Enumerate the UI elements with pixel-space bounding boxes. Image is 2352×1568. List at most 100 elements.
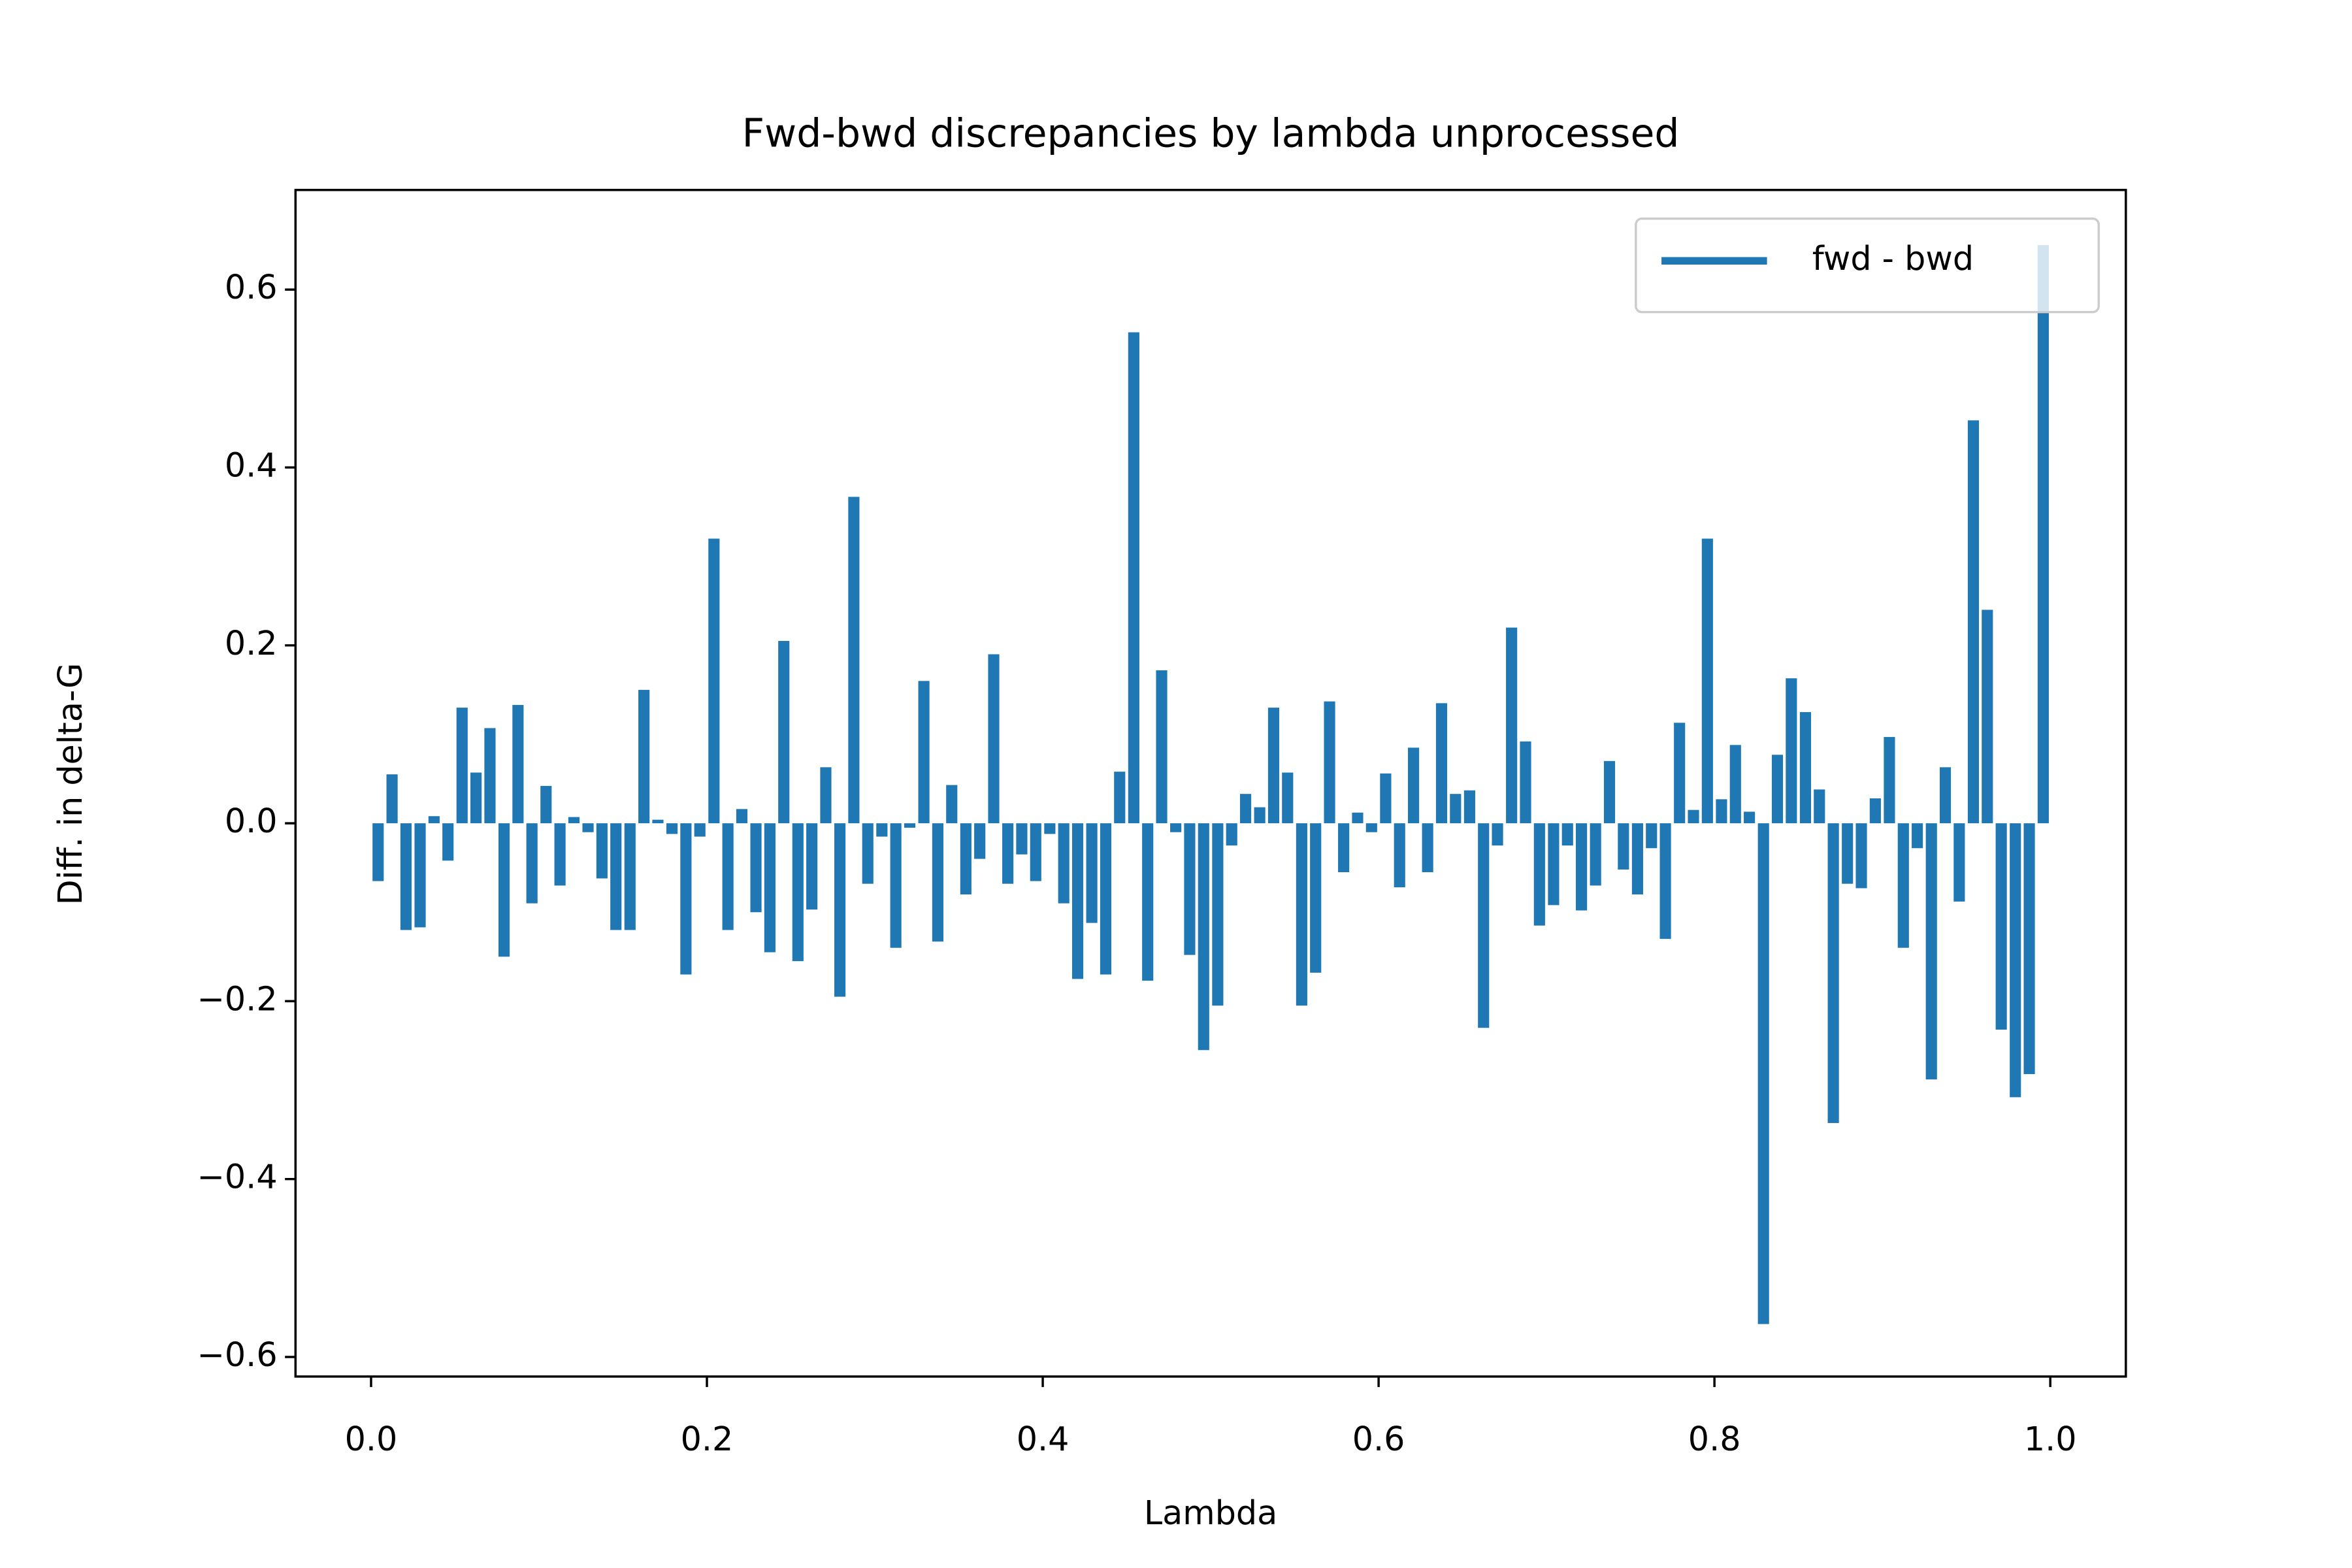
bar [1884, 737, 1895, 824]
y-tick-label: 0.2 [225, 624, 278, 662]
bar [974, 823, 986, 859]
bar [1869, 798, 1881, 824]
bar [918, 681, 930, 824]
bar [1533, 823, 1545, 926]
bar [1701, 538, 1713, 824]
bar [568, 817, 580, 824]
bar [638, 689, 650, 824]
y-tick-label: 0.0 [225, 802, 278, 840]
y-axis-label: Diff. in delta-G [51, 663, 90, 906]
bar [876, 823, 888, 837]
bar [1688, 809, 1699, 824]
bar [1170, 823, 1182, 832]
bar [764, 823, 776, 953]
bar [624, 823, 636, 930]
x-tick-label: 0.2 [681, 1420, 734, 1458]
bar [2037, 245, 2049, 824]
bar [1267, 708, 1280, 824]
bar [526, 823, 538, 904]
bar [1239, 794, 1252, 824]
bar [1967, 420, 1980, 824]
bar [610, 823, 622, 930]
bar [890, 823, 902, 948]
bar [1114, 772, 1126, 824]
bar [1995, 823, 2007, 1030]
bar [554, 823, 566, 886]
bar [1184, 823, 1196, 955]
y-tick-label: −0.6 [197, 1335, 277, 1374]
bar [1646, 823, 1658, 849]
bar [2010, 823, 2021, 1098]
bar [1030, 823, 1041, 881]
bar [1352, 812, 1364, 824]
bar [470, 772, 482, 824]
bar [1548, 823, 1560, 906]
bar [1254, 807, 1266, 824]
bar [1925, 823, 1937, 1080]
bar [596, 823, 608, 879]
x-tick-label: 0.6 [1352, 1420, 1405, 1458]
x-tick-label: 0.4 [1017, 1420, 1070, 1458]
x-axis-label: Lambda [1144, 1494, 1277, 1532]
bar [946, 785, 958, 824]
y-tick-label: −0.2 [197, 979, 277, 1018]
bar [1463, 790, 1475, 824]
bar [498, 823, 510, 957]
bar [1394, 823, 1405, 888]
y-tick-label: 0.6 [225, 268, 278, 306]
x-tick-label: 0.0 [345, 1420, 398, 1458]
bar [442, 823, 454, 861]
bar [1757, 823, 1769, 1324]
bar [1827, 823, 1839, 1123]
bar [1729, 745, 1741, 824]
bar [512, 705, 524, 824]
bar [834, 823, 846, 997]
bar [1897, 823, 1909, 948]
bar [1365, 823, 1377, 832]
bar [1100, 823, 1112, 975]
bar [1799, 711, 1812, 824]
bar [736, 809, 748, 824]
bar [988, 654, 1000, 824]
bar [1002, 823, 1014, 884]
bar [862, 823, 874, 884]
legend-label: fwd - bwd [1812, 239, 1974, 278]
bar [1156, 670, 1168, 824]
bar [1380, 773, 1392, 824]
bar [820, 767, 832, 824]
bar [1338, 823, 1350, 872]
bar [1561, 823, 1573, 846]
bar [1435, 703, 1448, 824]
bar [1855, 823, 1867, 889]
x-tick-label: 1.0 [2024, 1420, 2077, 1458]
bar [1450, 794, 1462, 824]
bar [1296, 823, 1307, 1006]
bar [1520, 741, 1531, 824]
bar [722, 823, 734, 930]
bar [1282, 772, 1294, 824]
bar [2023, 823, 2035, 1075]
bar [1953, 823, 1965, 902]
bar [1590, 823, 1601, 886]
bar [708, 538, 720, 824]
bar [1674, 723, 1686, 824]
bar [540, 785, 552, 824]
bar [680, 823, 692, 975]
bar [1128, 332, 1139, 824]
bar [694, 823, 706, 837]
bar [960, 823, 972, 895]
bar [1324, 701, 1335, 824]
bar [1771, 755, 1784, 824]
bar [1814, 789, 1825, 824]
bar [1631, 823, 1643, 895]
bar [1407, 747, 1420, 824]
bar [1071, 823, 1084, 979]
bar [386, 774, 398, 824]
bar [904, 823, 916, 828]
bar [1310, 823, 1322, 973]
bar [1603, 760, 1616, 824]
chart-title: Fwd-bwd discrepancies by lambda unproces… [742, 110, 1680, 156]
bar [400, 823, 412, 930]
bar [1212, 823, 1224, 1006]
bar [428, 816, 440, 824]
